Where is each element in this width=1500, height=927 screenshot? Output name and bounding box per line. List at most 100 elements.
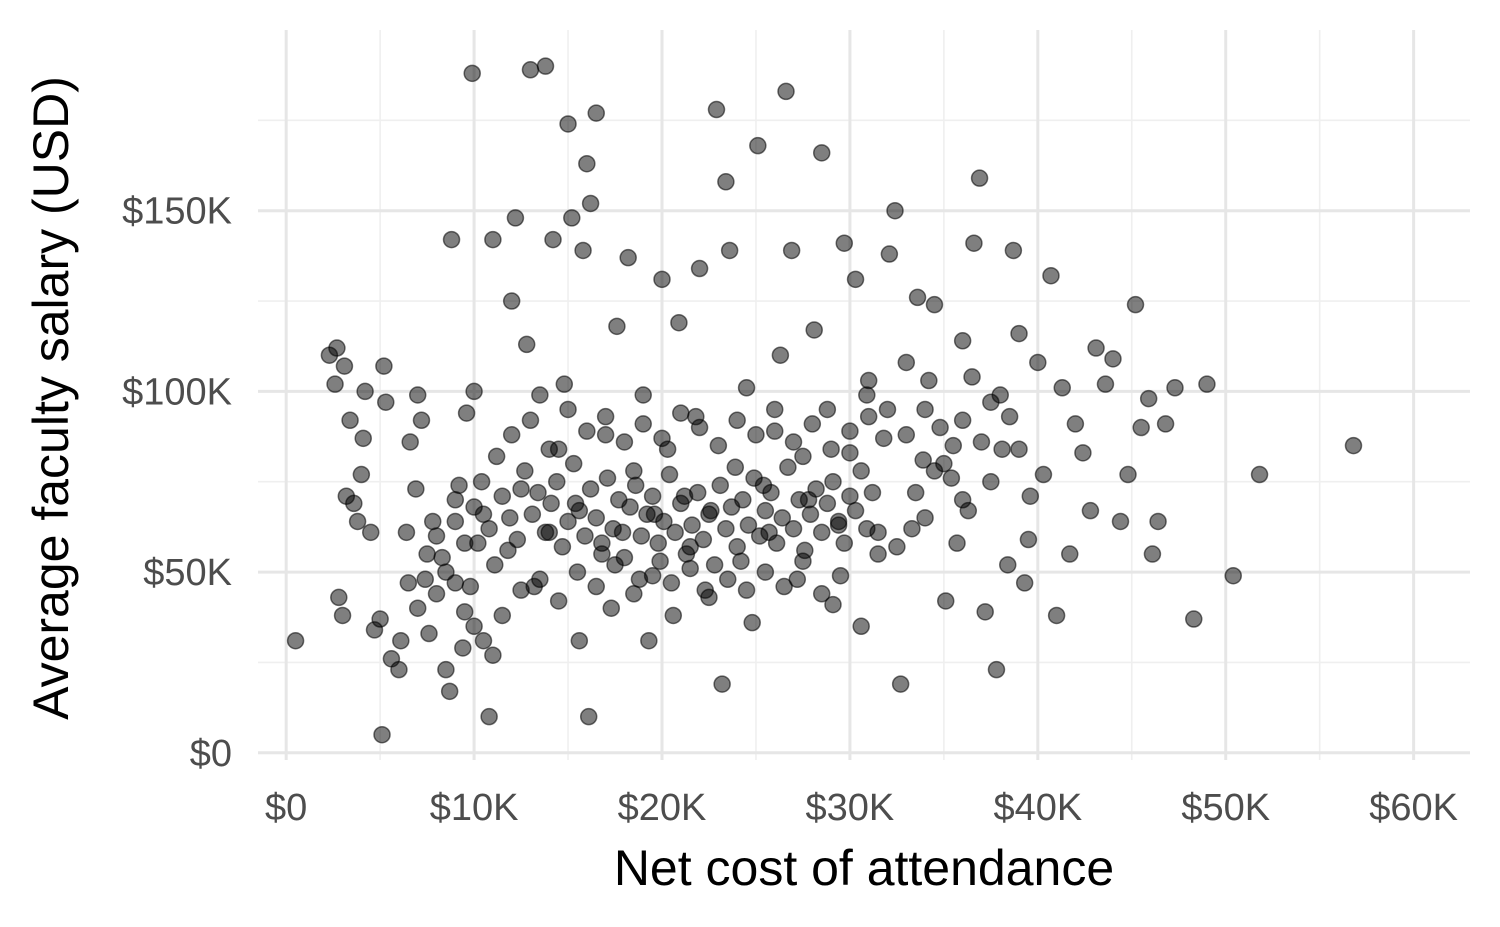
data-point: [1104, 350, 1122, 368]
data-point: [598, 469, 617, 487]
data-point: [963, 368, 981, 386]
data-point: [619, 248, 637, 267]
data-point: [906, 483, 925, 502]
data-point: [559, 115, 577, 133]
data-point: [1061, 545, 1079, 563]
data-point: [1074, 444, 1092, 462]
data-point: [486, 556, 504, 574]
data-point: [771, 346, 790, 364]
data-point: [920, 371, 938, 390]
data-point: [886, 201, 904, 220]
data-point: [670, 313, 688, 332]
data-point: [859, 371, 878, 390]
data-point: [970, 169, 989, 187]
data-point: [465, 498, 483, 516]
data-point: [852, 462, 870, 480]
data-point: [1015, 574, 1034, 592]
data-point: [333, 606, 352, 625]
data-point: [328, 339, 346, 357]
data-point: [1149, 512, 1167, 531]
data-point: [578, 154, 596, 173]
data-point: [784, 433, 803, 451]
data-point: [424, 512, 442, 531]
data-point: [779, 458, 797, 477]
data-point: [835, 234, 854, 252]
data-point: [606, 556, 624, 574]
data-point: [465, 617, 483, 636]
data-point: [822, 440, 840, 458]
data-point: [399, 574, 418, 592]
data-point: [472, 472, 491, 491]
data-point: [831, 566, 850, 585]
data-point: [1021, 487, 1040, 505]
data-point: [745, 469, 763, 487]
data-point: [891, 675, 910, 693]
data-point: [765, 422, 784, 440]
data-point: [412, 411, 431, 430]
data-point: [536, 523, 555, 542]
data-point: [649, 534, 667, 552]
data-point: [878, 400, 897, 419]
x-tick-label: $0: [265, 787, 307, 829]
data-point: [1010, 440, 1028, 458]
data-point: [812, 144, 831, 162]
data-point: [361, 523, 380, 542]
data-point: [982, 472, 1000, 491]
x-tick-label: $60K: [1369, 787, 1458, 829]
data-point: [602, 599, 621, 617]
data-point: [916, 509, 934, 527]
data-point: [972, 433, 991, 451]
data-point: [596, 426, 615, 444]
x-tick-label: $50K: [1181, 787, 1270, 829]
data-point: [743, 613, 761, 632]
data-point: [749, 136, 767, 155]
data-point: [593, 534, 611, 552]
data-point: [818, 494, 837, 513]
data-point: [420, 624, 438, 643]
data-point: [863, 483, 882, 502]
data-point: [330, 588, 348, 607]
data-point: [568, 563, 587, 581]
data-point: [953, 411, 972, 430]
data-point: [373, 725, 391, 744]
data-point: [502, 426, 521, 444]
data-point: [574, 241, 592, 260]
data-point: [1139, 389, 1158, 408]
data-point: [1000, 407, 1019, 426]
data-point: [502, 292, 521, 310]
data-point: [664, 606, 683, 625]
data-point: [717, 519, 735, 538]
data-point: [397, 523, 416, 542]
data-point: [442, 230, 461, 249]
data-point: [846, 270, 865, 289]
data-point: [437, 660, 455, 679]
data-point: [1224, 566, 1242, 585]
data-point: [1132, 418, 1150, 437]
data-point: [705, 556, 724, 574]
data-point: [965, 234, 983, 252]
data-point: [1010, 324, 1028, 343]
x-tick-label: $20K: [618, 787, 707, 829]
data-point: [773, 509, 792, 527]
data-point: [625, 585, 643, 603]
data-point: [625, 462, 643, 480]
data-point: [570, 501, 589, 520]
data-point: [709, 436, 728, 455]
data-point: [777, 82, 795, 101]
data-point: [454, 639, 472, 657]
data-point: [1047, 606, 1066, 625]
data-point: [371, 610, 389, 628]
data-point: [440, 682, 459, 701]
data-point: [335, 357, 354, 375]
data-point: [555, 375, 574, 393]
data-point: [640, 631, 658, 650]
data-point: [914, 451, 932, 469]
data-point: [326, 375, 344, 393]
data-point: [581, 194, 600, 213]
data-point: [548, 472, 566, 491]
data-point: [1034, 465, 1053, 484]
data-point: [717, 173, 735, 191]
data-point: [354, 429, 372, 448]
data-point: [521, 411, 540, 430]
